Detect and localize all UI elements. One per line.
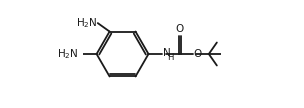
Text: H: H bbox=[167, 53, 173, 62]
Text: H$_2$N: H$_2$N bbox=[57, 47, 79, 61]
Text: O: O bbox=[175, 24, 183, 34]
Text: N: N bbox=[163, 48, 170, 58]
Text: O: O bbox=[193, 49, 201, 59]
Text: H$_2$N: H$_2$N bbox=[75, 16, 97, 30]
